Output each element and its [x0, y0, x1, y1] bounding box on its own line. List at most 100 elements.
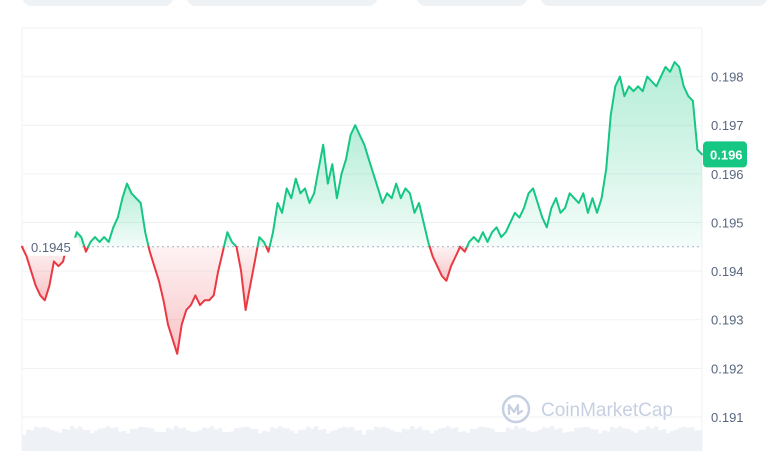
y-tick-label-1: 0.197: [711, 118, 744, 133]
volume-bar: [378, 427, 383, 451]
volume-bar: [570, 431, 575, 451]
volume-bar: [686, 427, 691, 451]
volume-bar: [602, 430, 607, 451]
volume-bar: [666, 433, 671, 451]
watermark-text: CoinMarketCap: [541, 400, 673, 421]
volume-bar: [186, 430, 191, 451]
volume-bar: [150, 428, 155, 451]
volume-bar: [158, 432, 163, 451]
volume-bar: [498, 431, 503, 451]
volume-bar: [486, 427, 491, 451]
y-tick-label-5: 0.193: [711, 313, 744, 328]
volume-bar: [42, 426, 47, 451]
volume-bar: [118, 431, 123, 451]
top-tab-1[interactable]: [22, 0, 174, 6]
volume-bar: [294, 433, 299, 451]
up-line-14: [466, 61, 703, 248]
volume-bar: [466, 433, 471, 451]
volume-bar: [478, 426, 483, 451]
current-price-badge: 0.196: [703, 141, 747, 168]
volume-bar: [138, 426, 143, 451]
volume-bar: [550, 426, 555, 451]
volume-bar: [514, 426, 519, 451]
volume-bar: [470, 428, 475, 451]
volume-bar: [314, 426, 319, 451]
volume-bar: [390, 430, 395, 451]
volume-bar: [114, 427, 119, 451]
volume-bar: [350, 426, 355, 451]
top-tab-2[interactable]: [186, 0, 378, 6]
volume-bar: [366, 429, 371, 451]
y-tick-label-4: 0.194: [711, 264, 744, 279]
volume-bar: [214, 429, 219, 451]
volume-bar: [454, 427, 459, 451]
top-tab-4[interactable]: [540, 0, 768, 6]
volume-bar: [654, 426, 659, 451]
down-line-9: [265, 245, 271, 253]
volume-bar: [322, 429, 327, 451]
volume-bar: [618, 426, 623, 451]
volume-bar: [38, 427, 43, 451]
volume-bar: [490, 428, 495, 451]
volume-bar: [502, 431, 507, 451]
volume-bar: [198, 430, 203, 451]
volume-bar: [222, 432, 227, 451]
volume-bar: [250, 428, 255, 451]
volume-bar: [386, 428, 391, 451]
volume-bars: [22, 426, 703, 451]
down-area-5: [148, 246, 224, 354]
volume-bar: [146, 427, 151, 451]
volume-bar: [274, 428, 279, 451]
up-area-10: [269, 125, 430, 247]
down-line-5: [147, 245, 225, 355]
volume-bar: [614, 428, 619, 451]
volume-bar: [182, 427, 187, 451]
volume-bar: [278, 426, 283, 451]
volume-bar: [142, 427, 147, 451]
volume-bar: [54, 431, 59, 451]
volume-bar: [298, 430, 303, 451]
volume-bar: [562, 432, 567, 451]
volume-bar: [318, 429, 323, 451]
volume-bar: [262, 430, 267, 451]
up-line-8: [256, 236, 268, 248]
volume-bar: [566, 431, 571, 451]
coinmarketcap-logo-icon: [501, 394, 531, 424]
volume-bar: [430, 433, 435, 451]
down-area-11: [429, 246, 461, 281]
volume-bar: [410, 426, 415, 451]
volume-bar: [50, 430, 55, 451]
volume-bar: [670, 430, 675, 451]
volume-bar: [270, 427, 275, 451]
volume-bar: [86, 430, 91, 451]
volume-bar: [330, 431, 335, 451]
volume-bar: [266, 431, 271, 451]
volume-bar: [246, 426, 251, 451]
volume-bar: [526, 430, 531, 451]
y-tick-label-2: 0.196: [711, 167, 744, 182]
volume-bar: [398, 432, 403, 451]
volume-bar: [394, 431, 399, 451]
volume-bar: [374, 426, 379, 451]
volume-bar: [170, 429, 175, 451]
price-area: [22, 62, 702, 354]
volume-bar: [30, 430, 35, 451]
volume-bar: [162, 432, 167, 451]
volume-bar: [658, 430, 663, 451]
volume-bar: [70, 426, 75, 451]
up-line-4: [87, 182, 150, 248]
y-tick-label-7: 0.191: [711, 410, 744, 425]
volume-bar: [426, 430, 431, 451]
y-tick-label-0: 0.198: [711, 70, 744, 85]
volume-bar: [610, 427, 615, 451]
volume-bar: [474, 428, 479, 451]
volume-bar: [622, 428, 627, 451]
volume-bar: [662, 429, 667, 451]
volume-bar: [130, 428, 135, 451]
volume-bar: [22, 435, 27, 451]
down-line-13: [459, 245, 468, 253]
volume-bar: [338, 427, 343, 451]
top-tab-3[interactable]: [416, 0, 528, 6]
down-area-7: [236, 246, 258, 310]
